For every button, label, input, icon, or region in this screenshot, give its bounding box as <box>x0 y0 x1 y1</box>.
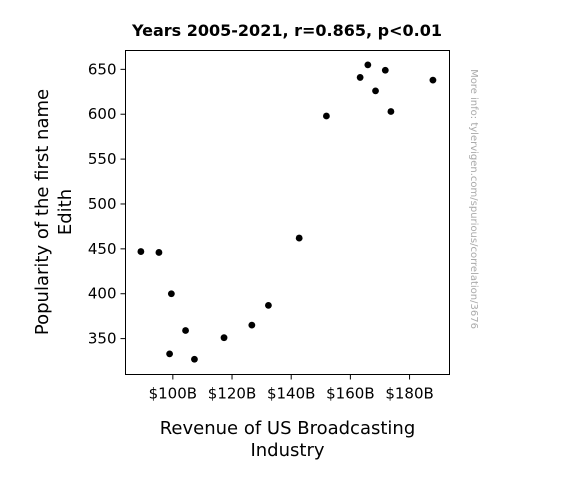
y-axis-label-line-1: Popularity of the first name <box>32 89 53 335</box>
data-point-13 <box>364 61 372 69</box>
y-tick-label-6: 600 <box>88 105 117 123</box>
x-tick-label-5: $180B <box>385 385 433 403</box>
y-tick-label-3: 450 <box>88 240 117 258</box>
data-point-10 <box>295 234 303 242</box>
data-point-15 <box>381 66 389 74</box>
data-point-16 <box>387 108 395 115</box>
data-point-8 <box>248 321 256 329</box>
chart-title: Years 2005-2021, r=0.865, p<0.01 <box>131 21 442 40</box>
x-tick-label-1: $100B <box>149 385 197 403</box>
data-point-1 <box>137 248 145 255</box>
data-point-4 <box>166 350 173 358</box>
data-point-3 <box>167 290 175 298</box>
y-tick-label-2: 400 <box>88 285 117 303</box>
data-point-2 <box>155 249 163 256</box>
data-point-14 <box>372 87 379 95</box>
y-tick-label-1: 350 <box>88 330 117 348</box>
x-axis-label-line-2: Industry <box>250 440 324 461</box>
data-point-11 <box>323 112 330 120</box>
y-axis-label-line-2: Edith <box>55 189 76 235</box>
x-axis-ticks: $100B $120B $140B $160B $180B <box>149 374 434 403</box>
x-tick-label-2: $120B <box>208 385 256 403</box>
y-tick-label-5: 550 <box>88 150 117 168</box>
x-axis-label-line-1: Revenue of US Broadcasting <box>160 418 416 439</box>
data-point-7 <box>220 334 228 342</box>
watermark-text: More info: tylervigen.com/spurious/corre… <box>468 69 479 329</box>
data-points <box>137 61 437 363</box>
y-tick-label-4: 500 <box>88 195 117 213</box>
data-point-6 <box>191 355 198 363</box>
data-point-9 <box>265 301 272 309</box>
data-point-17 <box>429 76 437 84</box>
y-tick-label-7: 650 <box>88 60 117 78</box>
plot-area <box>125 50 450 375</box>
data-point-5 <box>182 327 189 334</box>
x-tick-label-3: $140B <box>267 385 315 403</box>
data-point-12 <box>356 74 364 81</box>
x-tick-label-4: $160B <box>326 385 374 403</box>
y-axis-ticks: 350 400 450 500 550 600 650 <box>88 60 126 348</box>
